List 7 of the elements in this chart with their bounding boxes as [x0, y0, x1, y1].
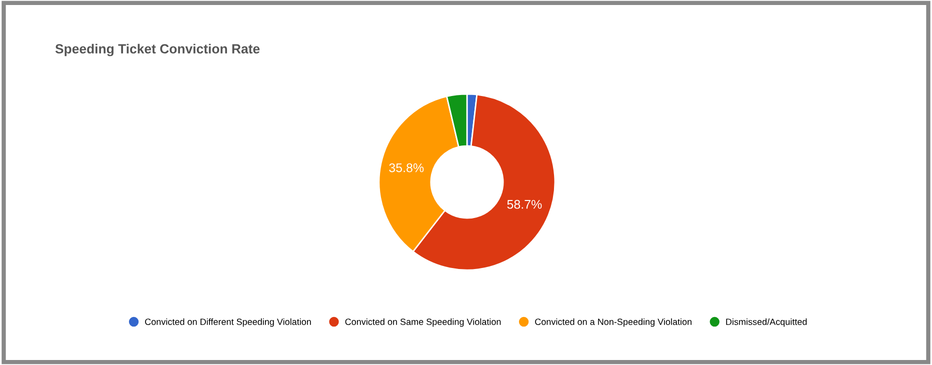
legend-label: Dismissed/Acquitted	[726, 318, 807, 327]
legend-label: Convicted on a Non-Speeding Violation	[535, 318, 692, 327]
chart-title: Speeding Ticket Conviction Rate	[55, 44, 260, 56]
data-label: 58.7%	[507, 200, 542, 209]
legend-label: Convicted on Different Speeding Violation	[145, 318, 311, 327]
data-label: 35.8%	[389, 163, 424, 172]
legend-label: Convicted on Same Speeding Violation	[345, 318, 501, 327]
